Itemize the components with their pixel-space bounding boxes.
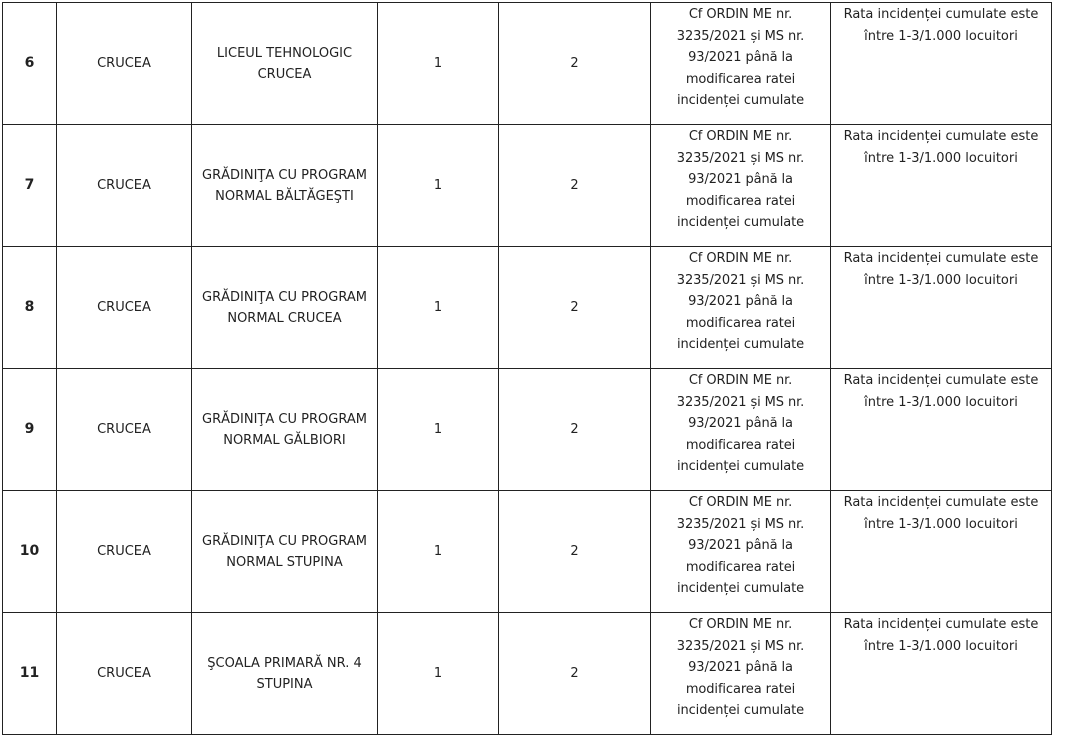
value-cell-2: 2 xyxy=(498,124,651,247)
row-number: 11 xyxy=(2,612,57,735)
reason-cell: Rata incidenței cumulate este între 1-3/… xyxy=(830,246,1052,369)
legal-basis-cell: Cf ORDIN ME nr. 3235/2021 și MS nr. 93/2… xyxy=(650,2,831,125)
value-cell-1: 1 xyxy=(377,124,499,247)
row-number: 9 xyxy=(2,368,57,491)
locality-cell: CRUCEA xyxy=(56,246,192,369)
reason-cell: Rata incidenței cumulate este între 1-3/… xyxy=(830,612,1052,735)
table-row: 11 CRUCEA ŞCOALA PRIMARĂ NR. 4 STUPINA 1… xyxy=(2,612,1052,735)
row-number: 7 xyxy=(2,124,57,247)
table-row: 10 CRUCEA GRĂDINIŢA CU PROGRAM NORMAL ST… xyxy=(2,490,1052,613)
school-name-cell: GRĂDINIŢA CU PROGRAM NORMAL STUPINA xyxy=(191,490,378,613)
row-number: 6 xyxy=(2,2,57,125)
school-name-cell: ŞCOALA PRIMARĂ NR. 4 STUPINA xyxy=(191,612,378,735)
reason-cell: Rata incidenței cumulate este între 1-3/… xyxy=(830,124,1052,247)
value-cell-1: 1 xyxy=(377,612,499,735)
school-name-cell: GRĂDINIŢA CU PROGRAM NORMAL CRUCEA xyxy=(191,246,378,369)
value-cell-1: 1 xyxy=(377,246,499,369)
reason-cell: Rata incidenței cumulate este între 1-3/… xyxy=(830,368,1052,491)
school-name-cell: GRĂDINIŢA CU PROGRAM NORMAL BĂLTĂGEŞTI xyxy=(191,124,378,247)
value-cell-2: 2 xyxy=(498,490,651,613)
table-row: 8 CRUCEA GRĂDINIŢA CU PROGRAM NORMAL CRU… xyxy=(2,246,1052,369)
legal-basis-cell: Cf ORDIN ME nr. 3235/2021 și MS nr. 93/2… xyxy=(650,124,831,247)
locality-cell: CRUCEA xyxy=(56,2,192,125)
locality-cell: CRUCEA xyxy=(56,368,192,491)
value-cell-1: 1 xyxy=(377,368,499,491)
table-row: 9 CRUCEA GRĂDINIŢA CU PROGRAM NORMAL GĂL… xyxy=(2,368,1052,491)
legal-basis-cell: Cf ORDIN ME nr. 3235/2021 și MS nr. 93/2… xyxy=(650,368,831,491)
legal-basis-cell: Cf ORDIN ME nr. 3235/2021 și MS nr. 93/2… xyxy=(650,490,831,613)
value-cell-2: 2 xyxy=(498,368,651,491)
reason-cell: Rata incidenței cumulate este între 1-3/… xyxy=(830,490,1052,613)
locality-cell: CRUCEA xyxy=(56,612,192,735)
row-number: 8 xyxy=(2,246,57,369)
row-number: 10 xyxy=(2,490,57,613)
school-name-cell: LICEUL TEHNOLOGIC CRUCEA xyxy=(191,2,378,125)
schools-table: 6 CRUCEA LICEUL TEHNOLOGIC CRUCEA 1 2 Cf… xyxy=(2,2,1052,735)
table-row: 6 CRUCEA LICEUL TEHNOLOGIC CRUCEA 1 2 Cf… xyxy=(2,2,1052,125)
locality-cell: CRUCEA xyxy=(56,124,192,247)
legal-basis-cell: Cf ORDIN ME nr. 3235/2021 și MS nr. 93/2… xyxy=(650,612,831,735)
locality-cell: CRUCEA xyxy=(56,490,192,613)
school-name-cell: GRĂDINIŢA CU PROGRAM NORMAL GĂLBIORI xyxy=(191,368,378,491)
table-row: 7 CRUCEA GRĂDINIŢA CU PROGRAM NORMAL BĂL… xyxy=(2,124,1052,247)
value-cell-2: 2 xyxy=(498,246,651,369)
value-cell-1: 1 xyxy=(377,490,499,613)
value-cell-2: 2 xyxy=(498,612,651,735)
legal-basis-cell: Cf ORDIN ME nr. 3235/2021 și MS nr. 93/2… xyxy=(650,246,831,369)
value-cell-1: 1 xyxy=(377,2,499,125)
value-cell-2: 2 xyxy=(498,2,651,125)
reason-cell: Rata incidenței cumulate este între 1-3/… xyxy=(830,2,1052,125)
